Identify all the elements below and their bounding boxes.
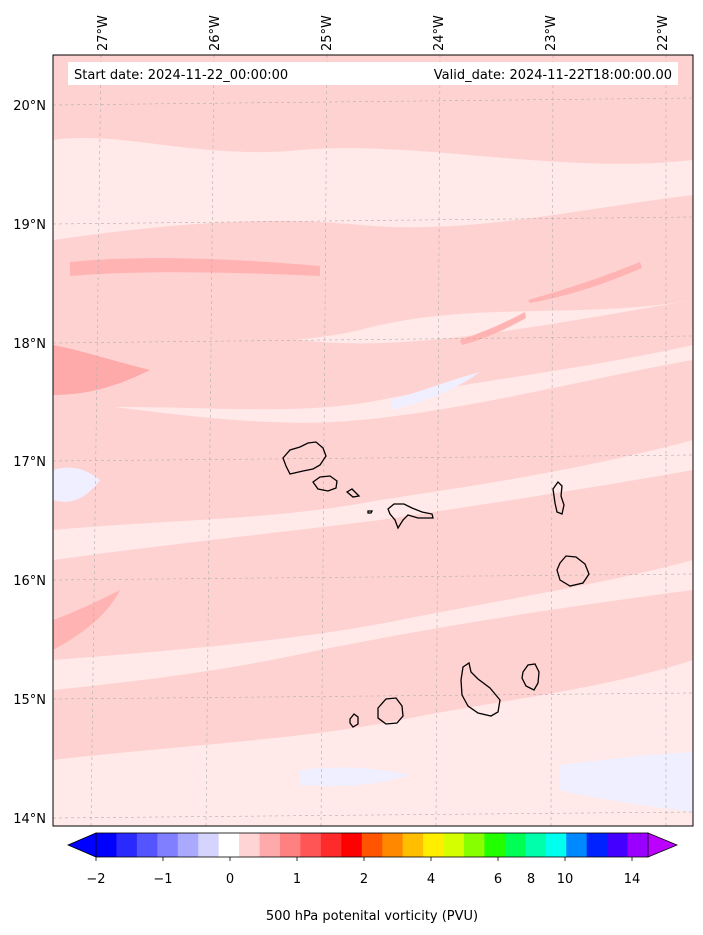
colorbar-under-arrow [66, 832, 97, 858]
colorbar-cell [218, 833, 240, 857]
info-box [68, 62, 678, 85]
colorbar-cell [545, 833, 567, 857]
lat-label: 16°N [13, 574, 46, 589]
island-maio [521, 663, 540, 691]
cbar-tick-label: 8 [527, 872, 535, 887]
colorbar-cell [443, 833, 465, 857]
colorbar-cells [96, 833, 649, 857]
island-brava [349, 713, 359, 728]
colorbar-cell [423, 833, 445, 857]
island-sal [552, 480, 565, 515]
colorbar-cell [627, 833, 649, 857]
colorbar-cell [96, 833, 117, 857]
lon-label: 23°W [544, 15, 559, 51]
longitude-labels: 27°W 26°W 25°W 24°W 23°W 22°W [96, 15, 671, 51]
colorbar-cell [402, 833, 424, 857]
coastlines [282, 441, 590, 728]
island-branco-raso [367, 510, 374, 514]
colorbar: −2 −1 0 1 2 4 6 8 10 14 500 hPa potenita… [66, 832, 679, 924]
start-date-text: Start date: 2024-11-22_00:00:00 [74, 68, 288, 83]
lat-label: 18°N [13, 337, 46, 352]
island-santo-antao [282, 441, 327, 475]
colorbar-cell [525, 833, 547, 857]
colorbar-cell [464, 833, 485, 857]
cbar-tick-label: 6 [494, 872, 502, 887]
colorbar-frame [95, 832, 649, 858]
colorbar-cell [341, 833, 363, 857]
colorbar-cell [320, 833, 342, 857]
colorbar-cell [259, 833, 281, 857]
colorbar-cell [382, 833, 404, 857]
colorbar-cell [116, 833, 138, 857]
colorbar-cell [607, 833, 629, 857]
colorbar-cell [239, 833, 261, 857]
colorbar-ticks [95, 857, 633, 861]
cbar-tick-label: 14 [624, 872, 641, 887]
cbar-tick-label: −1 [153, 872, 172, 887]
island-sao-vicente [312, 475, 338, 492]
colorbar-cell [157, 833, 179, 857]
cbar-tick-label: 10 [557, 872, 574, 887]
colorbar-cell [177, 833, 199, 857]
colorbar-over-arrow [647, 832, 679, 858]
colorbar-cell [361, 833, 383, 857]
colorbar-cell [136, 833, 158, 857]
colorbar-label: 500 hPa potenital vorticity (PVU) [266, 909, 478, 924]
lat-label: 14°N [13, 812, 46, 827]
lon-label: 27°W [96, 15, 111, 51]
colorbar-cell [504, 833, 526, 857]
island-boa-vista [556, 555, 590, 587]
latitude-labels: 20°N 19°N 18°N 17°N 16°N 15°N 14°N [13, 99, 46, 827]
cbar-tick-label: 2 [360, 872, 368, 887]
graticule [52, 54, 694, 827]
lon-label: 22°W [656, 15, 671, 51]
map-panel: Start date: 2024-11-22_00:00:00 Valid_da… [52, 54, 694, 827]
colorbar-cell [566, 833, 588, 857]
colorbar-cell [280, 833, 301, 857]
colorbar-cell [484, 833, 506, 857]
cbar-tick-label: 0 [226, 872, 234, 887]
colorbar-tick-labels: −2 −1 0 1 2 4 6 8 10 14 [86, 872, 640, 887]
colorbar-cell [198, 833, 220, 857]
valid-date-text: Valid_date: 2024-11-22T18:00:00.00 [434, 68, 672, 83]
lat-label: 17°N [13, 455, 46, 470]
colorbar-cell [300, 833, 322, 857]
lon-label: 25°W [320, 15, 335, 51]
lat-label: 15°N [13, 693, 46, 708]
lon-label: 26°W [208, 15, 223, 51]
pv-shading [53, 55, 693, 812]
island-fogo [377, 697, 404, 725]
map-frame [52, 54, 694, 827]
lat-label: 19°N [13, 218, 46, 233]
lon-label: 24°W [432, 15, 447, 51]
island-santiago [460, 661, 501, 717]
cbar-tick-label: 1 [293, 872, 301, 887]
colorbar-cell [586, 833, 608, 857]
lat-label: 20°N [13, 99, 46, 114]
cbar-tick-label: −2 [86, 872, 105, 887]
cbar-tick-label: 4 [427, 872, 435, 887]
island-sao-nicolau [387, 503, 434, 530]
island-santa-luzia [345, 488, 361, 498]
